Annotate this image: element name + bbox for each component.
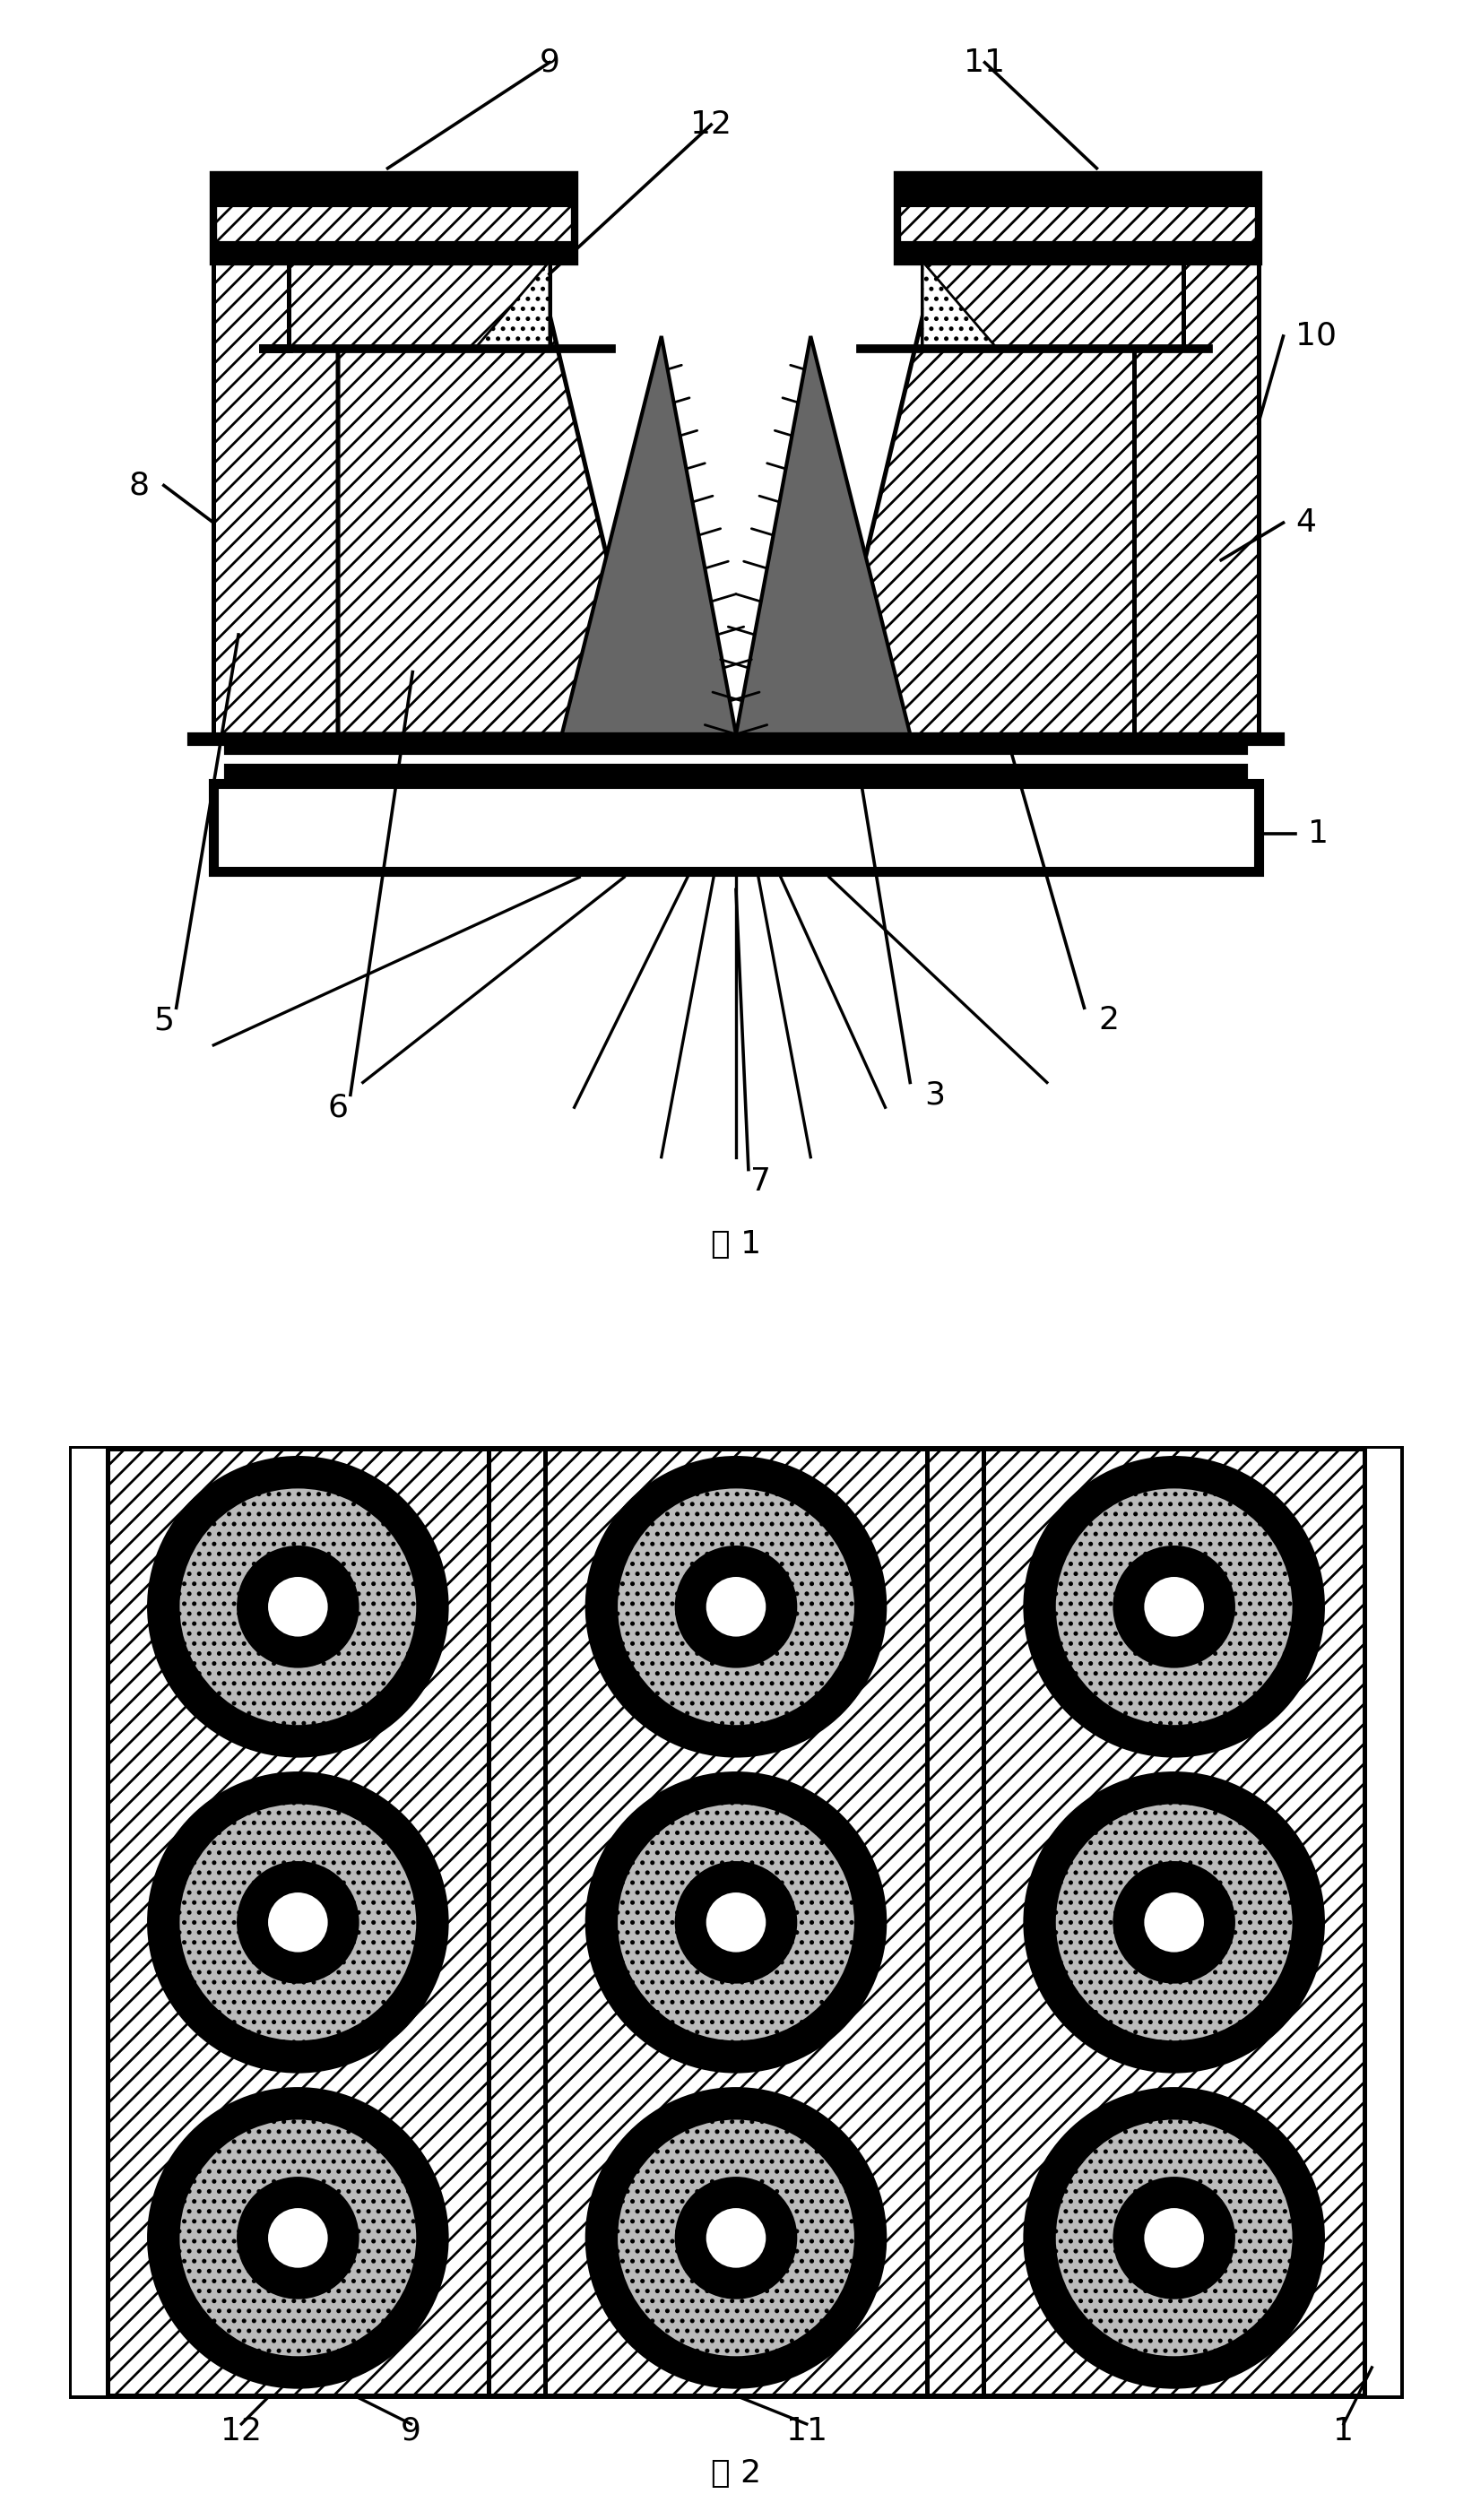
Circle shape — [1054, 2117, 1294, 2359]
Text: 5: 5 — [153, 1005, 174, 1036]
Bar — [227, 733, 1245, 753]
Circle shape — [615, 2117, 857, 2359]
Circle shape — [150, 1459, 446, 1754]
Circle shape — [1142, 1893, 1206, 1953]
Text: 11: 11 — [964, 48, 1005, 78]
Circle shape — [705, 2208, 767, 2268]
Text: 7: 7 — [751, 1167, 771, 1197]
Circle shape — [615, 2117, 857, 2359]
Circle shape — [1054, 1802, 1294, 2044]
Bar — [213, 784, 1259, 872]
Circle shape — [615, 1487, 857, 1726]
Text: 3: 3 — [924, 1079, 945, 1111]
Bar — [72, 1449, 1400, 2397]
Circle shape — [705, 1893, 767, 1953]
Circle shape — [238, 1547, 358, 1666]
Circle shape — [1054, 1487, 1294, 1726]
Circle shape — [1054, 1802, 1294, 2044]
Circle shape — [178, 1802, 418, 2044]
Circle shape — [1114, 1547, 1234, 1666]
Polygon shape — [475, 262, 549, 348]
Text: 9: 9 — [400, 2417, 421, 2447]
Circle shape — [1114, 1862, 1234, 1981]
Text: 4: 4 — [1295, 507, 1316, 537]
Circle shape — [178, 1487, 418, 1726]
Text: 11: 11 — [786, 2417, 827, 2447]
Text: 图 2: 图 2 — [711, 2457, 761, 2490]
Circle shape — [266, 1893, 330, 1953]
Polygon shape — [736, 335, 910, 733]
Bar — [545, 1449, 927, 2397]
Bar — [927, 1449, 983, 2397]
Bar — [213, 242, 574, 262]
Circle shape — [1054, 2117, 1294, 2359]
Polygon shape — [923, 262, 1183, 348]
Text: 12: 12 — [690, 108, 732, 141]
Circle shape — [150, 1774, 446, 2071]
Circle shape — [178, 2117, 418, 2359]
Text: 12: 12 — [221, 2417, 262, 2447]
Bar — [213, 174, 574, 207]
Bar — [72, 1449, 1400, 2397]
Text: 6: 6 — [328, 1091, 349, 1121]
Text: 2: 2 — [1098, 1005, 1120, 1036]
Polygon shape — [1133, 262, 1259, 733]
Text: 1: 1 — [1334, 2417, 1354, 2447]
Circle shape — [615, 1802, 857, 2044]
Polygon shape — [923, 262, 997, 348]
Bar — [898, 242, 1259, 262]
Circle shape — [178, 1487, 418, 1726]
Circle shape — [150, 2089, 446, 2386]
Text: 8: 8 — [128, 471, 149, 501]
Circle shape — [1142, 2208, 1206, 2268]
Bar — [188, 733, 1284, 743]
Text: 图 1: 图 1 — [711, 1230, 761, 1260]
Text: 9: 9 — [539, 48, 559, 78]
Circle shape — [178, 1802, 418, 2044]
Circle shape — [587, 1459, 885, 1754]
Bar — [489, 1449, 545, 2397]
Circle shape — [1054, 1487, 1294, 1726]
Text: 10: 10 — [1295, 320, 1337, 350]
Circle shape — [1026, 1774, 1322, 2071]
Bar — [227, 766, 1245, 784]
Circle shape — [1026, 2089, 1322, 2386]
Bar — [213, 174, 574, 262]
Circle shape — [178, 2117, 418, 2359]
Bar — [898, 174, 1259, 262]
Circle shape — [587, 2089, 885, 2386]
Circle shape — [615, 1487, 857, 1726]
Circle shape — [238, 2180, 358, 2298]
Circle shape — [266, 2208, 330, 2268]
Circle shape — [615, 1802, 857, 2044]
Circle shape — [238, 1862, 358, 1981]
Polygon shape — [562, 335, 736, 733]
Bar — [107, 1449, 489, 2397]
Circle shape — [1026, 1459, 1322, 1754]
Circle shape — [1142, 1575, 1206, 1638]
Polygon shape — [213, 262, 339, 733]
Circle shape — [677, 1862, 795, 1981]
Bar — [898, 174, 1259, 207]
Text: 1: 1 — [1309, 819, 1329, 849]
Circle shape — [705, 1575, 767, 1638]
Circle shape — [677, 2180, 795, 2298]
Circle shape — [266, 1575, 330, 1638]
Bar — [983, 1449, 1365, 2397]
Polygon shape — [289, 262, 549, 348]
Circle shape — [587, 1774, 885, 2071]
Polygon shape — [339, 262, 649, 733]
Polygon shape — [823, 262, 1133, 733]
Circle shape — [1114, 2180, 1234, 2298]
Circle shape — [677, 1547, 795, 1666]
